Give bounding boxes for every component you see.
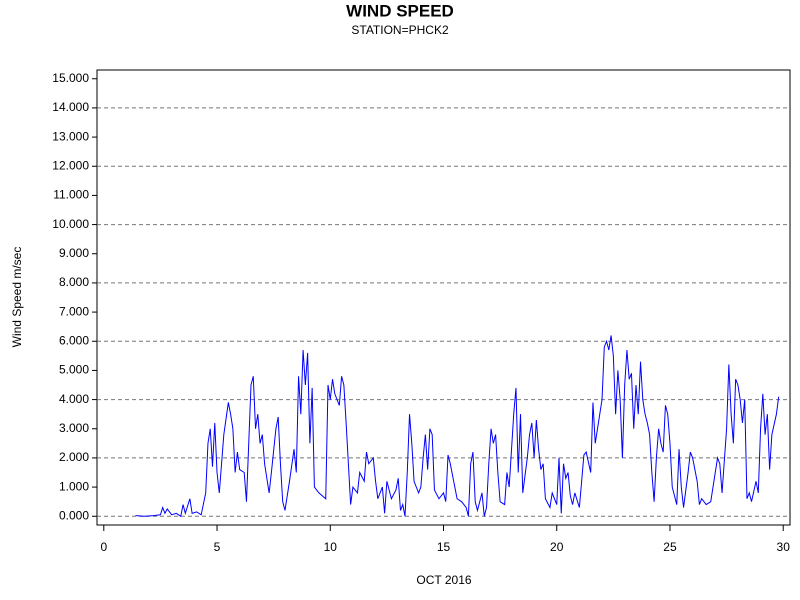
plot-frame <box>96 69 791 526</box>
chart-title: WIND SPEED <box>346 1 454 20</box>
chart-subtitle: STATION=PHCK2 <box>351 23 449 37</box>
x-tick-label: 20 <box>550 540 564 554</box>
y-tick-label: 12.000 <box>52 158 89 172</box>
y-tick-label: 4.000 <box>59 392 89 406</box>
y-tick-label: 3.000 <box>59 421 89 435</box>
y-tick-label: 13.000 <box>52 129 89 143</box>
x-tick-label: 25 <box>663 540 677 554</box>
y-tick-label: 2.000 <box>59 450 89 464</box>
x-tick-label: 5 <box>214 540 221 554</box>
y-tick-label: 8.000 <box>59 275 89 289</box>
data-line <box>135 335 780 518</box>
y-tick-label: 6.000 <box>59 333 89 347</box>
y-tick-label: 14.000 <box>52 100 89 114</box>
x-tick-label: 10 <box>324 540 338 554</box>
y-tick-label: 15.000 <box>52 71 89 85</box>
x-tick-label: 15 <box>437 540 451 554</box>
y-tick-label: 9.000 <box>59 246 89 260</box>
x-tick-label: 30 <box>777 540 791 554</box>
y-tick-label: 1.000 <box>59 479 89 493</box>
x-axis-label: OCT 2016 <box>416 573 471 587</box>
x-tick-label: 0 <box>100 540 107 554</box>
y-tick-label: 0.000 <box>59 508 89 522</box>
y-tick-label: 10.000 <box>52 217 89 231</box>
y-tick-label: 5.000 <box>59 363 89 377</box>
y-tick-label: 7.000 <box>59 304 89 318</box>
y-tick-label: 11.000 <box>53 188 89 202</box>
y-axis-label: Wind Speed m/sec <box>10 247 24 348</box>
